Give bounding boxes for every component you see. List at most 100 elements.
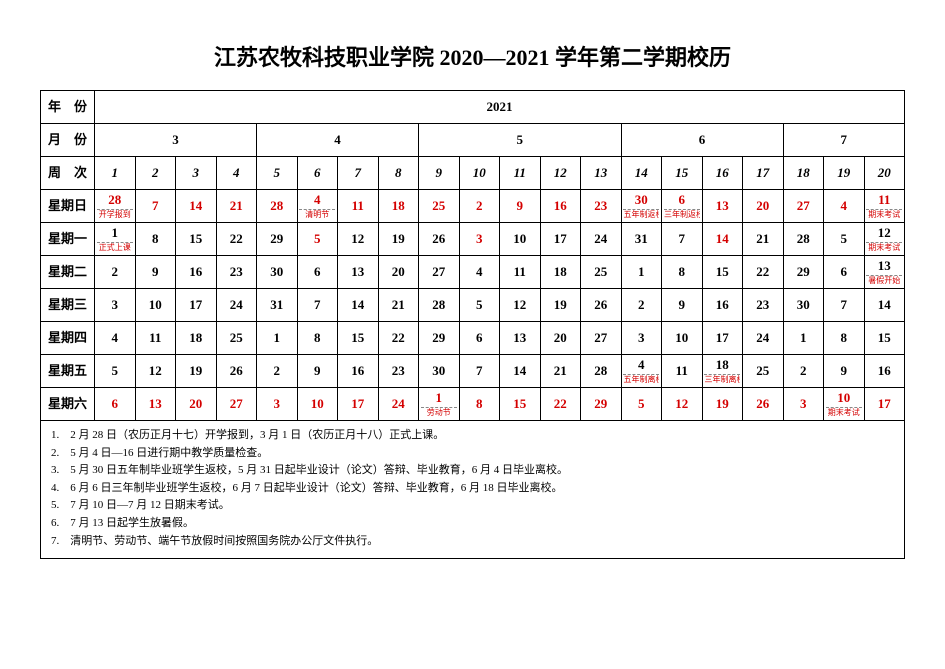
date-number: 19 xyxy=(392,232,405,246)
date-number: 12 xyxy=(675,397,688,411)
date-number: 18 xyxy=(554,265,567,279)
calendar-cell: 9 xyxy=(662,289,703,322)
date-number: 2 xyxy=(476,199,483,213)
week-number: 2 xyxy=(135,157,176,190)
date-number: 29 xyxy=(594,397,607,411)
date-number: 4 xyxy=(112,331,119,345)
date-number: 24 xyxy=(392,397,405,411)
calendar-cell: 15 xyxy=(702,256,743,289)
date-number: 8 xyxy=(841,331,848,345)
date-number: 20 xyxy=(554,331,567,345)
calendar-cell: 8 xyxy=(135,223,176,256)
date-number: 17 xyxy=(554,232,567,246)
date-number: 25 xyxy=(756,364,769,378)
date-number: 6 xyxy=(112,397,119,411)
date-number: 26 xyxy=(230,364,243,378)
footnote-line: 6. 7 月 13 日起学生放暑假。 xyxy=(51,515,894,533)
date-note: 三年制返校 xyxy=(664,209,700,219)
calendar-cell: 22 xyxy=(378,322,419,355)
date-number: 7 xyxy=(476,364,483,378)
date-number: 5 xyxy=(841,232,848,246)
calendar-cell: 13 xyxy=(702,190,743,223)
calendar-cell: 11期末考试 xyxy=(864,190,905,223)
page: 江苏农牧科技职业学院 2020—2021 学年第二学期校历 年 份2021月 份… xyxy=(0,0,945,669)
calendar-cell: 23 xyxy=(216,256,257,289)
calendar-cell: 25 xyxy=(743,355,784,388)
calendar-cell: 7 xyxy=(662,223,703,256)
calendar-cell: 22 xyxy=(540,388,581,421)
date-number: 16 xyxy=(189,265,202,279)
calendar-cell: 18三年制离校 xyxy=(702,355,743,388)
date-number: 1 xyxy=(274,331,281,345)
date-number: 12 xyxy=(351,232,364,246)
calendar-cell: 18 xyxy=(540,256,581,289)
date-number: 9 xyxy=(517,199,524,213)
week-number: 15 xyxy=(662,157,703,190)
date-note: 劳动节 xyxy=(421,407,457,417)
date-number: 4 xyxy=(476,265,483,279)
calendar-cell: 15 xyxy=(500,388,541,421)
year-value: 2021 xyxy=(95,91,905,124)
date-number: 1 xyxy=(638,265,645,279)
calendar-cell: 9 xyxy=(500,190,541,223)
calendar-table: 年 份2021月 份34567周 次1234567891011121314151… xyxy=(40,90,905,421)
calendar-cell: 13 xyxy=(135,388,176,421)
week-number: 6 xyxy=(297,157,338,190)
date-note: 清明节 xyxy=(299,209,335,219)
calendar-cell: 30 xyxy=(257,256,298,289)
calendar-cell: 24 xyxy=(743,322,784,355)
date-number: 14 xyxy=(189,199,202,213)
date-number: 27 xyxy=(230,397,243,411)
date-number: 30 xyxy=(797,298,810,312)
date-number: 6 xyxy=(476,331,483,345)
date-note: 三年制离校 xyxy=(704,374,740,384)
date-number: 2 xyxy=(800,364,807,378)
month-label: 月 份 xyxy=(41,124,95,157)
calendar-cell: 11 xyxy=(338,190,379,223)
calendar-cell: 13暑假开始 xyxy=(864,256,905,289)
week-number: 14 xyxy=(621,157,662,190)
calendar-cell: 16 xyxy=(176,256,217,289)
date-number: 9 xyxy=(152,265,159,279)
calendar-cell: 13 xyxy=(500,322,541,355)
day-label: 星期六 xyxy=(41,388,95,421)
date-number: 14 xyxy=(513,364,526,378)
date-number: 20 xyxy=(189,397,202,411)
calendar-cell: 16 xyxy=(338,355,379,388)
calendar-cell: 31 xyxy=(621,223,662,256)
month-header: 6 xyxy=(621,124,783,157)
day-label: 星期四 xyxy=(41,322,95,355)
calendar-cell: 8 xyxy=(824,322,865,355)
calendar-cell: 9 xyxy=(824,355,865,388)
calendar-cell: 11 xyxy=(500,256,541,289)
date-number: 10 xyxy=(837,391,850,405)
week-label: 周 次 xyxy=(41,157,95,190)
date-number: 16 xyxy=(716,298,729,312)
date-number: 19 xyxy=(716,397,729,411)
date-number: 15 xyxy=(351,331,364,345)
calendar-cell: 29 xyxy=(783,256,824,289)
date-number: 28 xyxy=(432,298,445,312)
date-number: 28 xyxy=(270,199,283,213)
date-number: 10 xyxy=(675,331,688,345)
date-note: 开学报到 xyxy=(97,209,133,219)
calendar-cell: 21 xyxy=(743,223,784,256)
calendar-cell: 1 xyxy=(621,256,662,289)
calendar-cell: 26 xyxy=(419,223,460,256)
date-number: 28 xyxy=(594,364,607,378)
date-number: 30 xyxy=(270,265,283,279)
date-number: 11 xyxy=(676,364,688,378)
calendar-cell: 27 xyxy=(419,256,460,289)
date-number: 14 xyxy=(716,232,729,246)
date-note: 五年制返校 xyxy=(623,209,659,219)
date-number: 23 xyxy=(392,364,405,378)
calendar-cell: 20 xyxy=(540,322,581,355)
calendar-cell: 26 xyxy=(216,355,257,388)
calendar-cell: 24 xyxy=(581,223,622,256)
calendar-cell: 10 xyxy=(662,322,703,355)
week-number: 10 xyxy=(459,157,500,190)
calendar-cell: 15 xyxy=(338,322,379,355)
calendar-cell: 27 xyxy=(581,322,622,355)
calendar-cell: 19 xyxy=(702,388,743,421)
footnote-line: 1. 2 月 28 日（农历正月十七）开学报到，3 月 1 日（农历正月十八）正… xyxy=(51,427,894,445)
